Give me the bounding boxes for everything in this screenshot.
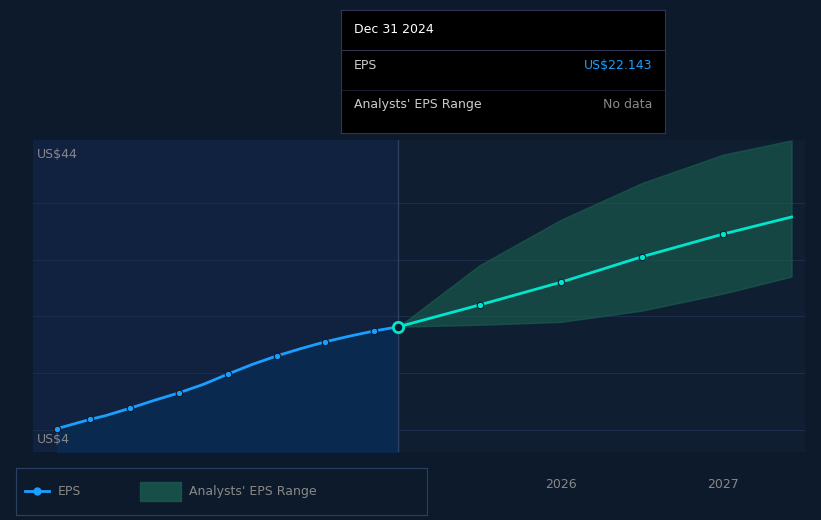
Point	[401, 275, 415, 283]
Text: US$44: US$44	[37, 148, 77, 161]
Text: US$22.143: US$22.143	[584, 59, 652, 72]
Text: US$4: US$4	[37, 433, 70, 446]
Point	[172, 388, 186, 397]
Point	[392, 322, 405, 331]
Text: No data: No data	[603, 98, 652, 111]
Bar	[33, 140, 398, 452]
Point	[319, 337, 332, 346]
Point	[368, 327, 381, 335]
Point	[124, 404, 137, 412]
Point	[51, 424, 64, 433]
Text: Analysts' EPS Range: Analysts' EPS Range	[354, 98, 481, 111]
Point	[221, 370, 234, 378]
Text: 2025: 2025	[383, 478, 415, 491]
Text: 2026: 2026	[545, 478, 576, 491]
Point	[635, 253, 649, 261]
Point	[473, 301, 486, 309]
Point	[554, 278, 567, 287]
Text: 2027: 2027	[708, 478, 739, 491]
Point	[270, 352, 283, 360]
Text: EPS: EPS	[354, 59, 377, 72]
Text: Actual: Actual	[355, 115, 395, 128]
Text: EPS: EPS	[57, 485, 80, 498]
Text: Analysts' EPS Range: Analysts' EPS Range	[189, 485, 316, 498]
Text: 2024: 2024	[220, 478, 252, 491]
Text: Analysts Forecasts: Analysts Forecasts	[402, 115, 519, 128]
Point	[83, 415, 96, 424]
Text: Dec 31 2024: Dec 31 2024	[354, 22, 433, 35]
Point	[717, 230, 730, 238]
